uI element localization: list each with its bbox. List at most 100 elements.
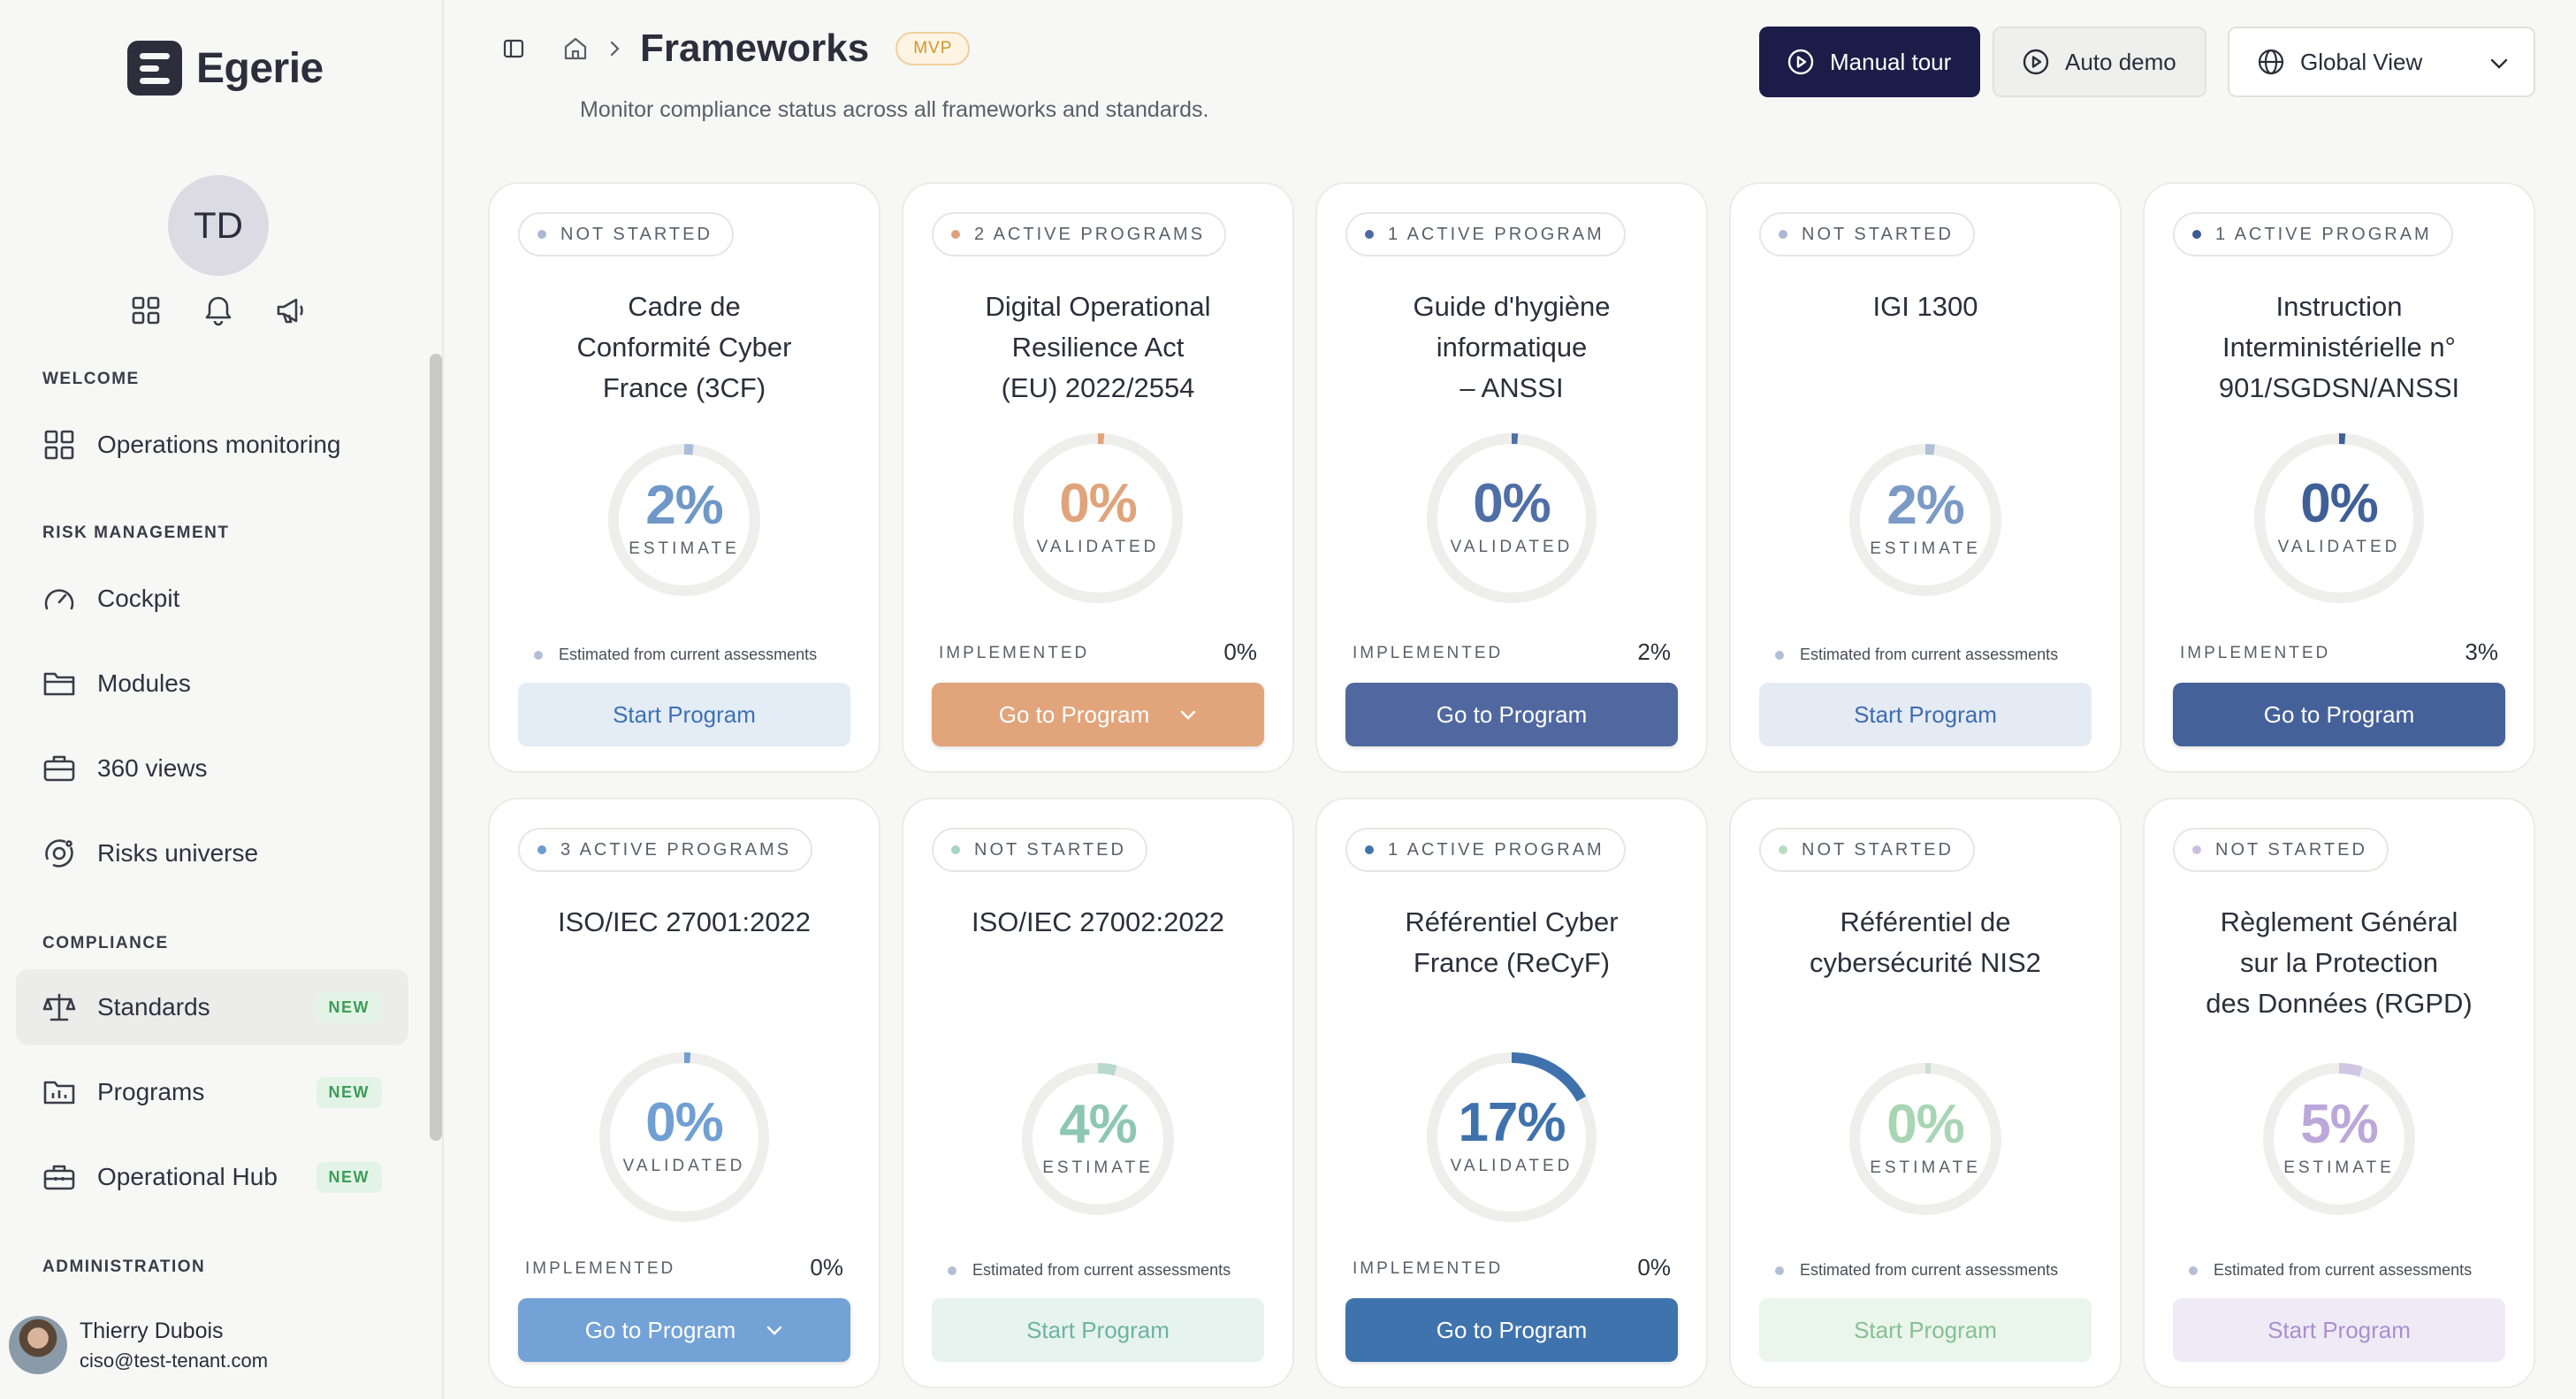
info-dot-icon [1775,650,1784,660]
section-administration: ADMINISTRATION [42,1258,206,1276]
go-to-program-button[interactable]: Go to Program [2173,683,2505,746]
progress-arc [1427,1052,1597,1222]
start-program-button[interactable]: Start Program [1759,1298,2092,1362]
manual-tour-label: Manual tour [1830,48,1952,75]
start-program-button[interactable]: Start Program [1759,683,2092,746]
status-dot-icon [951,845,960,854]
new-badge: NEW [316,991,382,1023]
user-profile[interactable]: Thierry Dubois ciso@test-tenant.com [9,1316,268,1374]
go-to-program-button[interactable]: Go to Program [518,1298,850,1362]
estimate-note-text: Estimated from current assessments [2214,1261,2473,1279]
framework-title: Guide d'hygiène informatique – ANSSI [1335,287,1688,409]
framework-title-line: Conformité Cyber [576,332,792,363]
percent-value: 4% [1059,1094,1138,1155]
progress-arc [599,1052,769,1222]
framework-title-line: (EU) 2022/2554 [1001,372,1195,403]
sidebar-item-programs[interactable]: Programs NEW [16,1054,408,1130]
framework-title-line: sur la Protection [2240,947,2438,978]
framework-card[interactable]: NOT STARTED Cadre de Conformité Cyber Franc… [488,182,880,773]
go-to-program-button[interactable]: Go to Program [932,683,1264,746]
program-button-label: Go to Program [1436,700,1588,728]
framework-card[interactable]: 1 ACTIVE PROGRAM Guide d'hygiène informati… [1315,182,1708,773]
status-badge: 1 ACTIVE PROGRAM [1345,212,1626,256]
progress-ring: 0% VALIDATED [1011,432,1185,605]
progress-ring: 0% VALIDATED [2252,432,2426,605]
progress-ring: 5% ESTIMATE [2261,1061,2417,1217]
percent-value: 2% [1886,475,1965,536]
home-icon[interactable] [562,35,589,62]
apps-grid-icon[interactable] [129,294,163,327]
sidebar-item-operational-hub[interactable]: Operational Hub NEW [16,1139,408,1215]
status-dot-icon [2192,845,2201,854]
global-view-select[interactable]: Global View [2228,27,2535,97]
sidebar-item-modules[interactable]: Modules [16,646,408,722]
framework-title-line: – ANSSI [1459,372,1564,403]
estimate-note: Estimated from current assessments [1775,1261,2058,1280]
brand-logo[interactable]: Egerie [127,41,324,96]
framework-card[interactable]: 2 ACTIVE PROGRAMS Digital Operational Resi… [902,182,1294,773]
start-program-button[interactable]: Start Program [2173,1298,2505,1362]
implemented-value: 2% [1637,638,1671,665]
status-label: 1 ACTIVE PROGRAM [2215,224,2432,244]
percent-kind-label: ESTIMATE [2283,1158,2395,1177]
start-program-button[interactable]: Start Program [518,683,850,746]
briefcase-icon [42,752,76,785]
megaphone-icon[interactable] [274,294,308,327]
start-program-button[interactable]: Start Program [932,1298,1264,1362]
progress-ring: 0% VALIDATED [1425,432,1598,605]
framework-title: Référentiel Cyber France (ReCyF) [1335,902,1688,983]
status-label: NOT STARTED [560,224,713,244]
progress-arc [2263,1063,2415,1215]
sidebar-item-label: Standards [97,993,210,1021]
framework-title: IGI 1300 [1749,287,2102,327]
globe-icon [2256,47,2286,77]
framework-title-line: ISO/IEC 27002:2022 [971,906,1225,937]
sidebar-item-standards[interactable]: Standards NEW [16,969,408,1045]
framework-title-line: Cadre de [628,291,741,322]
framework-card[interactable]: NOT STARTED IGI 1300 2% ESTIMATE Estimated f… [1729,182,2122,773]
status-label: NOT STARTED [1802,839,1954,860]
sidebar-item-operations-monitoring[interactable]: Operations monitoring [16,407,408,483]
sidebar-item-cockpit[interactable]: Cockpit [16,561,408,637]
framework-card[interactable]: NOT STARTED Règlement Général sur la Prote… [2143,798,2535,1388]
manual-tour-button[interactable]: Manual tour [1759,27,1980,97]
percent-value: 17% [1458,1092,1566,1153]
progress-ring: 2% ESTIMATE [606,442,762,598]
go-to-program-button[interactable]: Go to Program [1345,1298,1678,1362]
framework-title: Digital Operational Resilience Act (EU) 20… [921,287,1275,409]
orbit-icon [42,837,76,870]
auto-demo-button[interactable]: Auto demo [1993,27,2206,97]
estimate-note: Estimated from current assessments [534,646,817,664]
framework-card[interactable]: NOT STARTED ISO/IEC 27002:2022 4% ESTIMATE E… [902,798,1294,1388]
framework-title-line: IGI 1300 [1872,291,1978,322]
sidebar-item-risks-universe[interactable]: Risks universe [16,815,408,891]
framework-title: ISO/IEC 27002:2022 [921,902,1275,943]
sidebar-item-360-views[interactable]: 360 views [16,730,408,807]
status-badge: NOT STARTED [1759,828,1975,872]
go-to-program-button[interactable]: Go to Program [1345,683,1678,746]
estimate-note: Estimated from current assessments [1775,646,2058,664]
sidebar-scrollbar[interactable] [430,354,442,1141]
framework-card[interactable]: NOT STARTED Référentiel de cybersécurité N… [1729,798,2122,1388]
framework-card[interactable]: 3 ACTIVE PROGRAMS ISO/IEC 27001:2022 0% VAL… [488,798,880,1388]
implemented-label: IMPLEMENTED [1353,644,1504,662]
bell-icon[interactable] [202,294,235,327]
framework-card[interactable]: 1 ACTIVE PROGRAM Instruction Interministér… [2143,182,2535,773]
progress-arc [1427,433,1597,603]
implemented-value: 0% [810,1254,843,1281]
grid-icon [42,428,76,462]
percent-kind-label: VALIDATED [2277,538,2401,556]
brand-name: Egerie [196,44,324,92]
page-subtitle: Monitor compliance status across all fra… [580,97,1209,122]
chevron-down-icon [2489,49,2509,76]
program-button-label: Start Program [1026,1316,1170,1343]
framework-card[interactable]: 1 ACTIVE PROGRAM Référentiel Cyber France … [1315,798,1708,1388]
profile-avatar[interactable]: TD [168,175,269,276]
sidebar-item-label: 360 views [97,754,208,782]
status-label: 1 ACTIVE PROGRAM [1388,224,1604,244]
framework-title: Règlement Général sur la Protection des Do… [2162,902,2516,1024]
framework-title-line: France (ReCyF) [1413,947,1611,978]
sidebar-toggle-icon[interactable] [500,35,527,62]
sidebar-item-label: Cockpit [97,585,180,612]
sidebar-item-label: Operations monitoring [97,431,341,458]
